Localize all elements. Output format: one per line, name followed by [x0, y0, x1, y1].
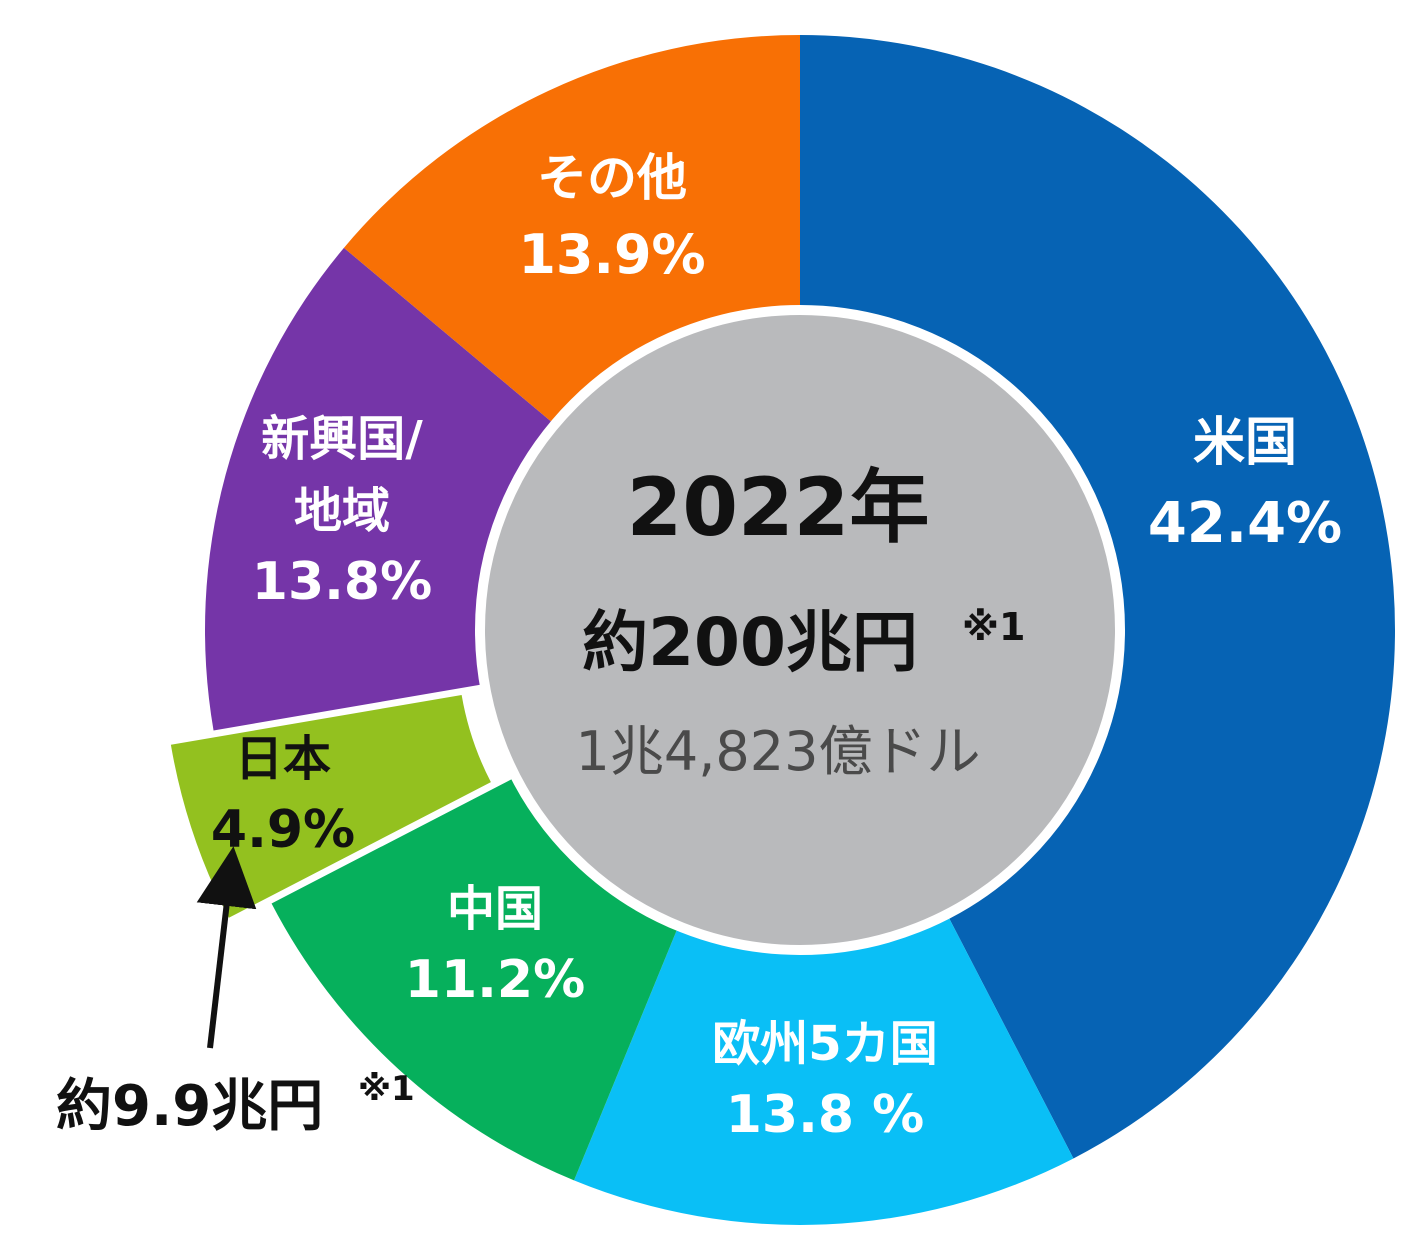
slice-1 — [574, 896, 1074, 1225]
slice-value-label-4: 13.8% — [252, 552, 432, 612]
slice-name-label-0: 米国 — [1193, 413, 1297, 473]
slice-name-label-4: 新興国/ — [261, 411, 423, 467]
callout-note: ※1 — [358, 1069, 415, 1109]
slice-0 — [800, 35, 1395, 1159]
center-dollar-amount: 1兆4,823億ドル — [576, 720, 981, 783]
slice-value-label-0: 42.4% — [1148, 491, 1342, 556]
slice-value-label-1: 13.8 % — [726, 1085, 925, 1145]
slice-name-label-2: 中国 — [447, 881, 543, 937]
slice-value-label-2: 11.2% — [405, 950, 585, 1010]
slice-value-label-3: 4.9% — [211, 800, 355, 860]
center-year: 2022年 — [627, 461, 930, 554]
callout-text: 約9.9兆円 — [56, 1074, 323, 1139]
center-total: 約200兆円 — [582, 604, 918, 681]
callout-arrow — [196, 846, 257, 1049]
center-total-note: ※1 — [962, 605, 1025, 649]
slice-value-label-5: 13.9% — [518, 223, 705, 286]
slice-name-label-1: 欧州5カ国 — [712, 1016, 937, 1072]
slice-name-label-5: その他 — [537, 149, 687, 207]
center-disc — [475, 305, 1125, 955]
slice-name-label-4: 地域 — [294, 483, 390, 539]
slice-name-label-3: 日本 — [235, 731, 331, 787]
labels-group: 米国 42.4% 欧州5カ国 13.8 % 中国 11.2% 日本 4.9% 新興国/地域 13.… — [211, 149, 1342, 1145]
